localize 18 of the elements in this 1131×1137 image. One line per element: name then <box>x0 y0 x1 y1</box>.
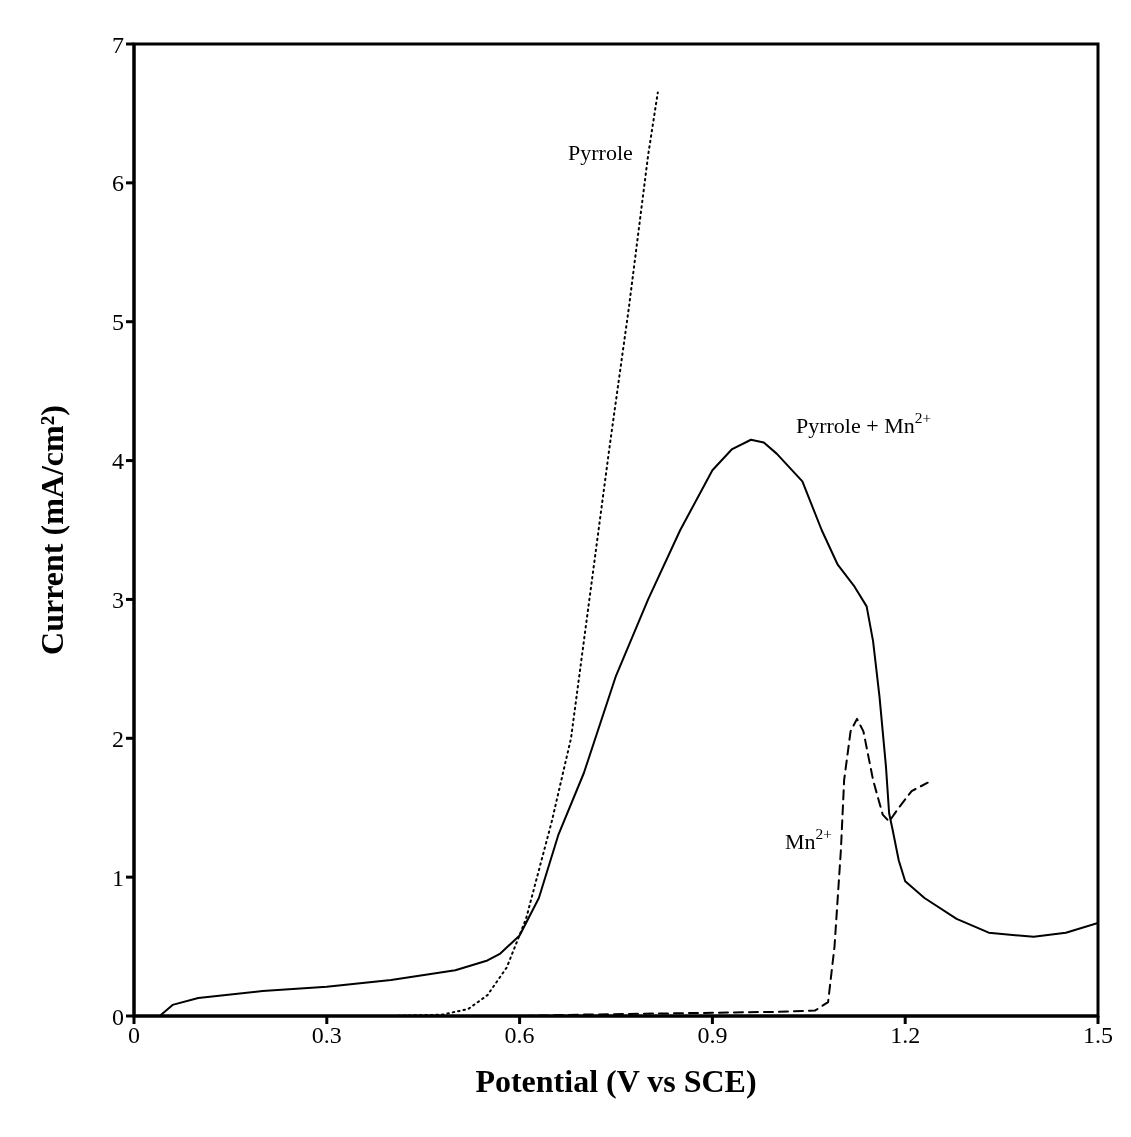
y-tick-label: 4 <box>112 448 124 475</box>
x-tick-label: 0.6 <box>504 1022 535 1049</box>
y-tick-label: 1 <box>112 864 124 891</box>
y-tick-label: 7 <box>112 31 124 58</box>
y-tick-label: 5 <box>112 309 124 336</box>
series-label: Pyrrole <box>568 139 633 165</box>
x-tick-label: 0.3 <box>311 1022 342 1049</box>
x-tick-label: 0.9 <box>697 1022 728 1049</box>
y-tick-label: 0 <box>112 1003 124 1030</box>
x-tick-label: 1.2 <box>890 1022 921 1049</box>
y-tick-label: 6 <box>112 170 124 197</box>
x-axis-title: Potential (V vs SCE) <box>475 1063 757 1099</box>
y-tick-label: 2 <box>112 725 124 752</box>
series-label: Mn$^{2+}$ <box>785 824 832 854</box>
y-tick-label: 3 <box>112 586 124 613</box>
y-axis-title: Current (mA/cm²) <box>34 405 71 655</box>
series-label: Pyrrole + Mn$^{2+}$ <box>795 408 932 438</box>
x-tick-label: 1.5 <box>1083 1022 1113 1049</box>
